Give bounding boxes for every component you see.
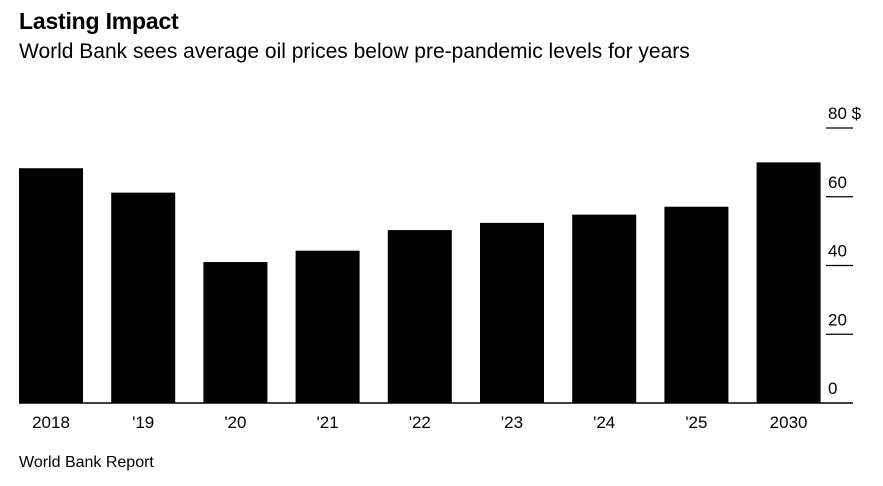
x-tick-label: '21 [317, 413, 339, 432]
bar-0 [19, 168, 83, 403]
bar-6 [572, 214, 637, 403]
bar-2 [203, 262, 268, 403]
x-axis-labels: 2018 '19 '20 '21 '22 '23 '24 '25 2030 [32, 413, 807, 432]
x-tick-label: '23 [501, 413, 523, 432]
source-note: World Bank Report [19, 454, 154, 471]
bars-group [19, 162, 821, 403]
bar-4 [387, 230, 452, 403]
x-tick-label: '22 [409, 413, 431, 432]
x-tick-label: 2018 [32, 413, 70, 432]
y-tick-label: 20 [828, 310, 847, 329]
bar-8 [756, 162, 821, 403]
y-tick-label: 0 [828, 379, 837, 398]
x-tick-label: '19 [132, 413, 154, 432]
bar-1 [111, 192, 176, 403]
y-tick-label: 40 [828, 242, 847, 261]
y-tick-label: 60 [828, 173, 847, 192]
bar-5 [480, 222, 544, 403]
bar-7 [664, 206, 729, 403]
y-tick-label: 80 $ [828, 104, 862, 123]
x-tick-label: '25 [685, 413, 707, 432]
y-axis: 0 20 40 60 80 $ [826, 104, 862, 398]
chart-title: Lasting Impact [19, 8, 179, 34]
chart-subtitle: World Bank sees average oil prices below… [19, 40, 690, 63]
x-tick-label: '24 [593, 413, 615, 432]
x-tick-label: '20 [224, 413, 246, 432]
bar-3 [295, 250, 360, 403]
x-tick-label: 2030 [770, 413, 808, 432]
